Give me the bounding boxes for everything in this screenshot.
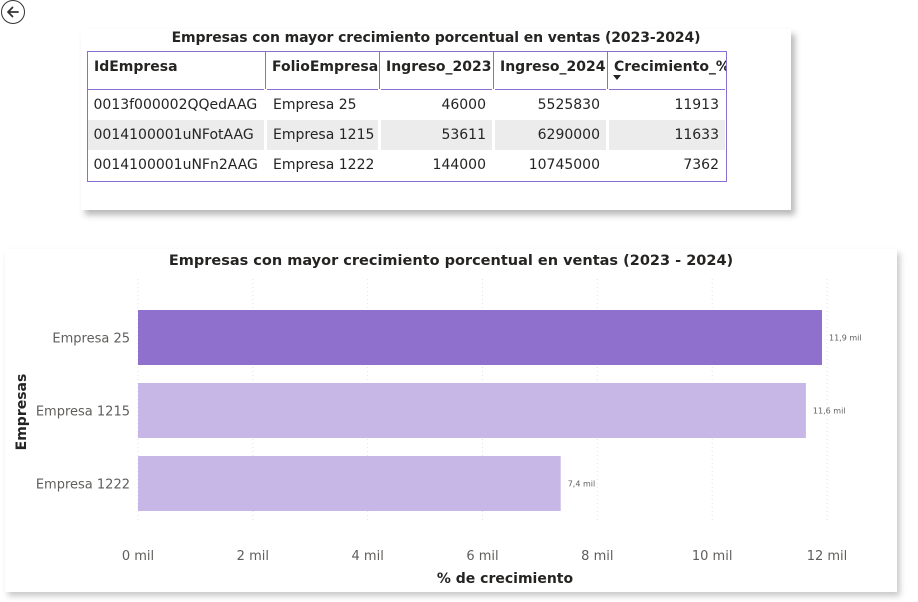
x-tick-label: 8 mil — [581, 549, 613, 564]
bar-chart: 0 mil 2 mil 4 mil 6 mil 8 mil 10 mil 12 mil Emp… — [14, 279, 862, 587]
x-axis-title: % de crecimiento — [437, 571, 574, 587]
data-label: 11,9 mil — [829, 334, 862, 343]
x-tick-label: 10 mil — [692, 549, 733, 564]
table-cell: Empresa 1222 — [265, 150, 381, 180]
table-cell: 0014100001uNFn2AAG — [87, 150, 267, 180]
table-cell: 11913 — [607, 89, 728, 120]
x-tick-label: 4 mil — [352, 549, 384, 564]
data-label: 7,4 mil — [568, 480, 596, 489]
data-label: 11,6 mil — [813, 407, 846, 416]
bar-chart-visual: Empresas con mayor crecimiento porcentua… — [5, 249, 897, 592]
table-cell: 46000 — [379, 89, 495, 120]
sort-descending-icon[interactable] — [613, 75, 621, 80]
table-header-row: IdEmpresa FolioEmpresa Ingreso_2023 Ingr… — [87, 51, 727, 90]
column-header[interactable]: FolioEmpresa — [265, 51, 380, 90]
x-tick-label: 6 mil — [466, 549, 498, 564]
x-tick-label: 12 mil — [807, 549, 848, 564]
table-cell: 0013f000002QQedAAG — [87, 89, 267, 120]
table-title: Empresas con mayor crecimiento porcentua… — [171, 30, 701, 46]
table-row[interactable]: 0013f000002QQedAAG Empresa 25 46000 5525… — [87, 89, 728, 120]
bar[interactable] — [138, 456, 561, 511]
y-axis-title: Empresas — [14, 374, 30, 451]
table-cell: 5525830 — [493, 89, 609, 120]
y-category-label: Empresa 25 — [52, 332, 130, 347]
x-tick-label: 2 mil — [237, 549, 269, 564]
chart-title: Empresas con mayor crecimiento porcentua… — [168, 253, 734, 269]
column-header[interactable]: Ingreso_2024 — [493, 51, 608, 90]
y-category-label: Empresa 1215 — [36, 405, 130, 420]
data-table: IdEmpresa FolioEmpresa Ingreso_2023 Ingr… — [87, 51, 728, 180]
table-visual: Empresas con mayor crecimiento porcentua… — [81, 29, 791, 210]
column-header-sorted[interactable]: Crecimiento_% — [607, 51, 727, 90]
back-button[interactable] — [1, 0, 25, 24]
table-cell: Empresa 25 — [265, 89, 381, 120]
arrow-left-icon — [7, 6, 19, 18]
column-header[interactable]: IdEmpresa — [87, 51, 266, 90]
table-cell: 11633 — [607, 120, 728, 150]
y-category-label: Empresa 1222 — [36, 478, 130, 493]
table-cell: 53611 — [379, 120, 495, 150]
column-header[interactable]: Ingreso_2023 — [379, 51, 494, 90]
bar[interactable] — [138, 383, 806, 438]
table-cell: 0014100001uNFotAAG — [87, 120, 267, 150]
x-tick-label: 0 mil — [122, 549, 154, 564]
table-cell: Empresa 1215 — [265, 120, 381, 150]
table-cell: 6290000 — [493, 120, 609, 150]
bar[interactable] — [138, 310, 823, 365]
table-cell: 7362 — [607, 150, 728, 180]
table-cell: 10745000 — [493, 150, 609, 180]
table-row[interactable]: 0014100001uNFotAAG Empresa 1215 53611 62… — [87, 120, 728, 150]
table-row[interactable]: 0014100001uNFn2AAG Empresa 1222 144000 1… — [87, 150, 728, 180]
table-cell: 144000 — [379, 150, 495, 180]
